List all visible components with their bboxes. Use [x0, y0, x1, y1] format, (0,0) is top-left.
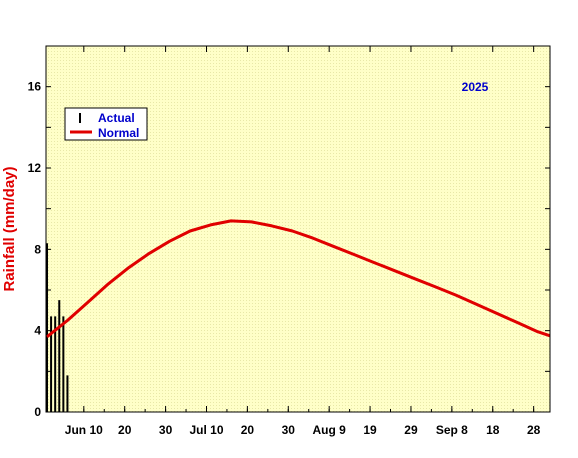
y-axis-ticks: 0 4 8 12 16: [28, 45, 550, 419]
x-tick-label: 30: [282, 423, 296, 437]
y-tick-label: 16: [28, 80, 42, 94]
x-tick-label: 29: [404, 423, 418, 437]
legend-actual-label: Actual: [98, 111, 135, 125]
plot-frame: [45, 45, 551, 413]
y-tick-label: 8: [34, 242, 41, 256]
plot-area: [46, 46, 550, 412]
x-tick-label: 20: [118, 423, 132, 437]
x-axis-ticks: Jun 10 20 30 Jul 10 20 30 Aug 9 19 29 Sep 8 18 28: [62, 46, 541, 437]
y-axis-label: Rainfall (mm/day): [1, 166, 18, 291]
x-tick-label: 28: [527, 423, 541, 437]
x-tick-label: Jun 10: [65, 423, 103, 437]
normal-series-line: [46, 219, 551, 338]
x-tick-label: 30: [159, 423, 173, 437]
legend-box: [64, 107, 148, 141]
x-tick-label: Jul 10: [189, 423, 223, 437]
x-tick-label: 19: [363, 423, 377, 437]
actual-bars: [46, 243, 69, 412]
x-tick-label: 18: [486, 423, 500, 437]
year-label: 2025: [462, 80, 489, 94]
x-tick-label: Aug 9: [312, 423, 346, 437]
legend-normal-label: Normal: [98, 126, 139, 140]
y-tick-label: 12: [28, 161, 42, 175]
y-tick-label: 0: [34, 405, 41, 419]
y-tick-label: 4: [34, 324, 41, 338]
x-tick-label: Sep 8: [436, 423, 468, 437]
legend: Actual Normal: [64, 107, 148, 141]
x-tick-label: 20: [241, 423, 255, 437]
